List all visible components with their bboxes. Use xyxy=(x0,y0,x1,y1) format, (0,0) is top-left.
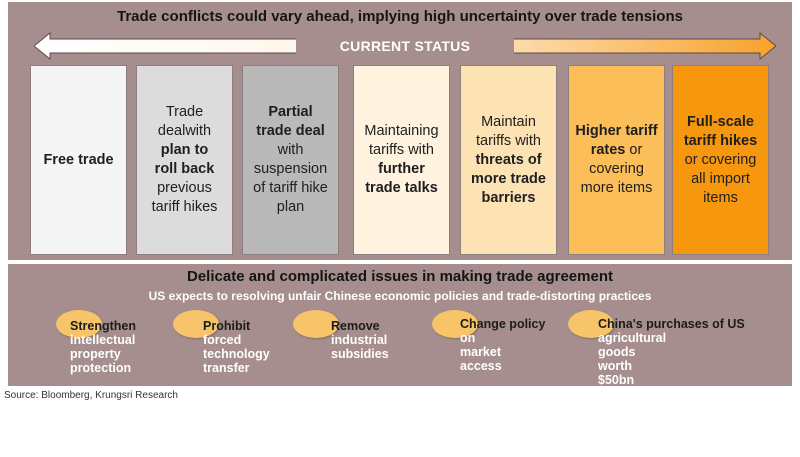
source-note: Source: Bloomberg, Krungsri Research xyxy=(4,390,178,401)
scenario-text: covering xyxy=(589,161,644,177)
scenario-text: more items xyxy=(580,180,653,196)
scenario-box-2: Trade dealwith plan to roll back previous t… xyxy=(136,65,233,255)
scenario-text: further xyxy=(378,161,425,177)
scenario-text: tariffs with xyxy=(475,132,541,149)
scenario-box-6: Higher tariff rates or covering more items xyxy=(568,65,665,255)
issue-title: China's purchases of US xyxy=(598,317,745,331)
status-arrow: CURRENT STATUS xyxy=(34,32,776,60)
scenario-text: items xyxy=(703,189,738,206)
issue-detail: industrial subsidies xyxy=(331,333,389,361)
scenario-text: with xyxy=(277,142,304,158)
scenario-text: suspension xyxy=(253,161,328,177)
scenario-text: barriers xyxy=(481,189,536,206)
scenario-text: tariffs with xyxy=(368,142,434,158)
scenario-text: with xyxy=(185,123,212,139)
issue-detail: on market access xyxy=(460,331,502,373)
double-arrow-icon xyxy=(34,32,776,60)
scenario-text: plan to xyxy=(160,142,209,158)
scenario-box-5: Maintain tariffs with threats of more trade… xyxy=(460,65,557,255)
scenario-panel: Trade conflicts could vary ahead, implyi… xyxy=(8,2,792,260)
scenario-text: threats of xyxy=(475,151,542,168)
issues-subtitle: US expects to resolving unfair Chinese e… xyxy=(148,289,652,303)
scenario-text: trade talks xyxy=(365,180,438,196)
issue-title: Strengthen xyxy=(70,319,136,333)
issue-title: Change policy xyxy=(460,317,546,331)
bullet-bubble-icon xyxy=(432,310,478,338)
issue-detail: forced technology transfer xyxy=(203,333,270,375)
bullet-bubble-icon xyxy=(173,310,219,338)
scenario-text: roll back xyxy=(154,161,215,177)
scenario-box-7: Full-scale tariff hikes or covering all imp… xyxy=(672,65,769,255)
scenario-text: more trade xyxy=(471,170,546,187)
scenario-box-3: Partial trade deal with suspension of tariff… xyxy=(242,65,339,255)
scenario-text: Partial xyxy=(268,104,313,120)
scenario-box-4: Maintaining tariffs with further trade talk… xyxy=(353,65,450,255)
issues-title: Delicate and complicated issues in makin… xyxy=(187,268,613,285)
scenario-text: tariff hikes xyxy=(151,199,218,215)
bullet-bubble-icon xyxy=(56,310,102,338)
scenario-text: tariff hikes xyxy=(683,132,758,149)
scenario-box-1: Free trade xyxy=(30,65,127,255)
bullet-bubble-icon xyxy=(568,310,614,338)
bullet-bubble-icon xyxy=(293,310,339,338)
issue-title: Remove xyxy=(331,319,380,333)
issues-panel: Delicate and complicated issues in makin… xyxy=(8,264,792,457)
scenario-text: of tariff hike xyxy=(253,180,328,196)
scenario-text: trade deal xyxy=(256,123,325,139)
issue-title: Prohibit xyxy=(203,319,251,333)
scenario-text: rates xyxy=(590,142,626,158)
scenario-text: previous xyxy=(157,180,212,196)
page-title: Trade conflicts could vary ahead, implyi… xyxy=(117,8,683,25)
scenario-text: or covering xyxy=(684,151,757,168)
scenario-text: Maintain xyxy=(481,113,536,130)
scenario-text: plan xyxy=(276,199,305,215)
scenario-text: Free trade xyxy=(43,151,114,168)
scenario-text: Full-scale xyxy=(687,113,754,130)
scenario-text: Higher tariff xyxy=(575,123,658,139)
scenario-text: or xyxy=(625,142,643,158)
current-status-label: CURRENT STATUS xyxy=(339,38,471,54)
issue-detail: intellectual property protection xyxy=(70,333,136,375)
scenario-text: Trade deal xyxy=(157,104,204,139)
issue-detail: agricultural goods worth $50bn (more tha… xyxy=(598,331,667,457)
scenario-text: all import xyxy=(691,170,750,187)
scenario-text: Maintaining xyxy=(364,123,439,139)
